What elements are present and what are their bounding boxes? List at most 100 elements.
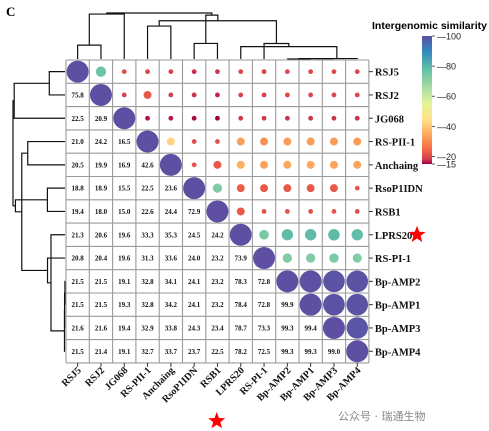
cell-value: 32.8 bbox=[141, 301, 154, 309]
dendrogram-branch bbox=[193, 42, 219, 59]
cell-value: 32.9 bbox=[141, 324, 154, 332]
cell-value: 20.9 bbox=[95, 115, 108, 123]
row-label: RSJ5 bbox=[375, 68, 399, 79]
colorbar-tick-label: —15 bbox=[437, 160, 456, 170]
similarity-dot bbox=[352, 253, 362, 263]
cell-value: 18.0 bbox=[95, 208, 108, 216]
similarity-dot bbox=[236, 207, 245, 216]
dendrogram-branch bbox=[77, 44, 102, 59]
cell-value: 15.5 bbox=[118, 185, 131, 193]
dendrogram-branch bbox=[27, 140, 65, 166]
similarity-dot bbox=[215, 92, 220, 98]
similarity-dot bbox=[213, 160, 222, 169]
similarity-dot bbox=[215, 139, 220, 144]
cell-value: 72.5 bbox=[258, 348, 271, 356]
cell-value: 34.2 bbox=[165, 301, 178, 309]
similarity-dot bbox=[284, 69, 290, 75]
column-label: RSJ5 bbox=[60, 365, 84, 389]
similarity-dot bbox=[346, 293, 369, 316]
watermark: 公众号 · 瑞通生物 bbox=[338, 410, 426, 423]
cell-value: 23.2 bbox=[211, 255, 224, 263]
cell-value: 72.8 bbox=[258, 301, 271, 309]
colorbar-tick-label: —20 bbox=[437, 152, 456, 162]
row-label: JG068 bbox=[375, 114, 404, 125]
panel-label: C bbox=[6, 4, 16, 19]
similarity-dot bbox=[304, 229, 317, 241]
cell-value: 22.5 bbox=[141, 185, 154, 193]
similarity-dot bbox=[145, 69, 150, 75]
colorbar-title: Intergenomic similarity bbox=[372, 20, 487, 32]
colorbar: —100 —80 —60 —40 —20—15 bbox=[422, 32, 461, 170]
row-label: RS-PI-1 bbox=[375, 254, 411, 265]
cell-value: 23.2 bbox=[211, 278, 224, 286]
similarity-dot bbox=[354, 92, 360, 98]
cell-value: 78.3 bbox=[235, 278, 248, 286]
similarity-dot bbox=[331, 209, 337, 214]
cell-value: 23.2 bbox=[211, 301, 224, 309]
similarity-dot bbox=[113, 107, 136, 130]
similarity-dot bbox=[331, 69, 337, 75]
colorbar-tick-label: —40 bbox=[437, 122, 456, 132]
cell-value: 24.1 bbox=[188, 301, 201, 309]
cell-value: 24.4 bbox=[165, 208, 178, 216]
cell-value: 31.3 bbox=[141, 255, 154, 263]
similarity-dot bbox=[353, 160, 362, 169]
cell-value: 16.5 bbox=[118, 138, 131, 146]
cell-value: 33.3 bbox=[141, 231, 154, 239]
similarity-dot bbox=[276, 270, 299, 293]
similarity-dot bbox=[191, 139, 197, 144]
similarity-dot bbox=[284, 209, 290, 214]
similarity-dot bbox=[331, 92, 337, 98]
similarity-dot bbox=[238, 115, 244, 121]
highlight-star-column bbox=[208, 412, 226, 429]
row-label: RSJ2 bbox=[375, 91, 399, 102]
similarity-dot bbox=[306, 184, 315, 193]
similarity-dot bbox=[261, 92, 267, 98]
colorbar-tick-label: —60 bbox=[437, 92, 456, 102]
similarity-dot bbox=[261, 209, 267, 214]
similarity-dot bbox=[346, 270, 369, 293]
similarity-dot bbox=[236, 160, 245, 169]
similarity-dot bbox=[89, 83, 112, 106]
cell-value: 99.3 bbox=[305, 348, 318, 356]
cell-value: 21.5 bbox=[72, 278, 85, 286]
colorbar-tick-label: —80 bbox=[437, 62, 456, 72]
cell-value: 78.7 bbox=[235, 324, 248, 332]
cell-value: 19.1 bbox=[118, 278, 131, 286]
similarity-dot bbox=[308, 115, 314, 121]
cell-value: 33.6 bbox=[165, 255, 178, 263]
similarity-dot bbox=[308, 69, 314, 75]
cell-value: 18.9 bbox=[95, 185, 108, 193]
dendrogram-branch bbox=[158, 20, 278, 44]
similarity-dot bbox=[121, 92, 127, 98]
similarity-dot bbox=[260, 137, 269, 146]
cell-value: 72.8 bbox=[258, 278, 271, 286]
cell-value: 19.1 bbox=[118, 348, 131, 356]
dendrogram-branch bbox=[50, 234, 65, 332]
similarity-dot bbox=[323, 270, 345, 293]
row-label: Bp-AMP1 bbox=[375, 301, 421, 312]
cell-value: 21.5 bbox=[72, 348, 85, 356]
similarity-dot bbox=[308, 209, 314, 214]
similarity-dot bbox=[191, 92, 197, 98]
highlight-stars bbox=[208, 225, 426, 429]
similarity-dot bbox=[308, 92, 314, 98]
similarity-dot bbox=[329, 137, 338, 146]
row-label: RSB1 bbox=[375, 207, 401, 218]
similarity-dot bbox=[284, 92, 290, 98]
row-label: Bp-AMP3 bbox=[375, 324, 421, 335]
similarity-dot bbox=[168, 115, 174, 121]
cell-value: 19.4 bbox=[118, 324, 131, 332]
cell-value: 72.9 bbox=[188, 208, 201, 216]
row-label: LPRS20 bbox=[375, 231, 412, 242]
similarity-dot bbox=[299, 270, 322, 293]
cell-value: 19.6 bbox=[118, 255, 131, 263]
cell-value: 19.4 bbox=[72, 208, 85, 216]
similarity-dot bbox=[306, 160, 315, 169]
cell-value: 22.5 bbox=[72, 115, 85, 123]
similarity-dot bbox=[281, 229, 294, 241]
cell-value: 24.5 bbox=[188, 231, 201, 239]
similarity-dot bbox=[238, 69, 244, 75]
similarity-dot bbox=[353, 137, 362, 146]
similarity-dot bbox=[261, 69, 267, 75]
